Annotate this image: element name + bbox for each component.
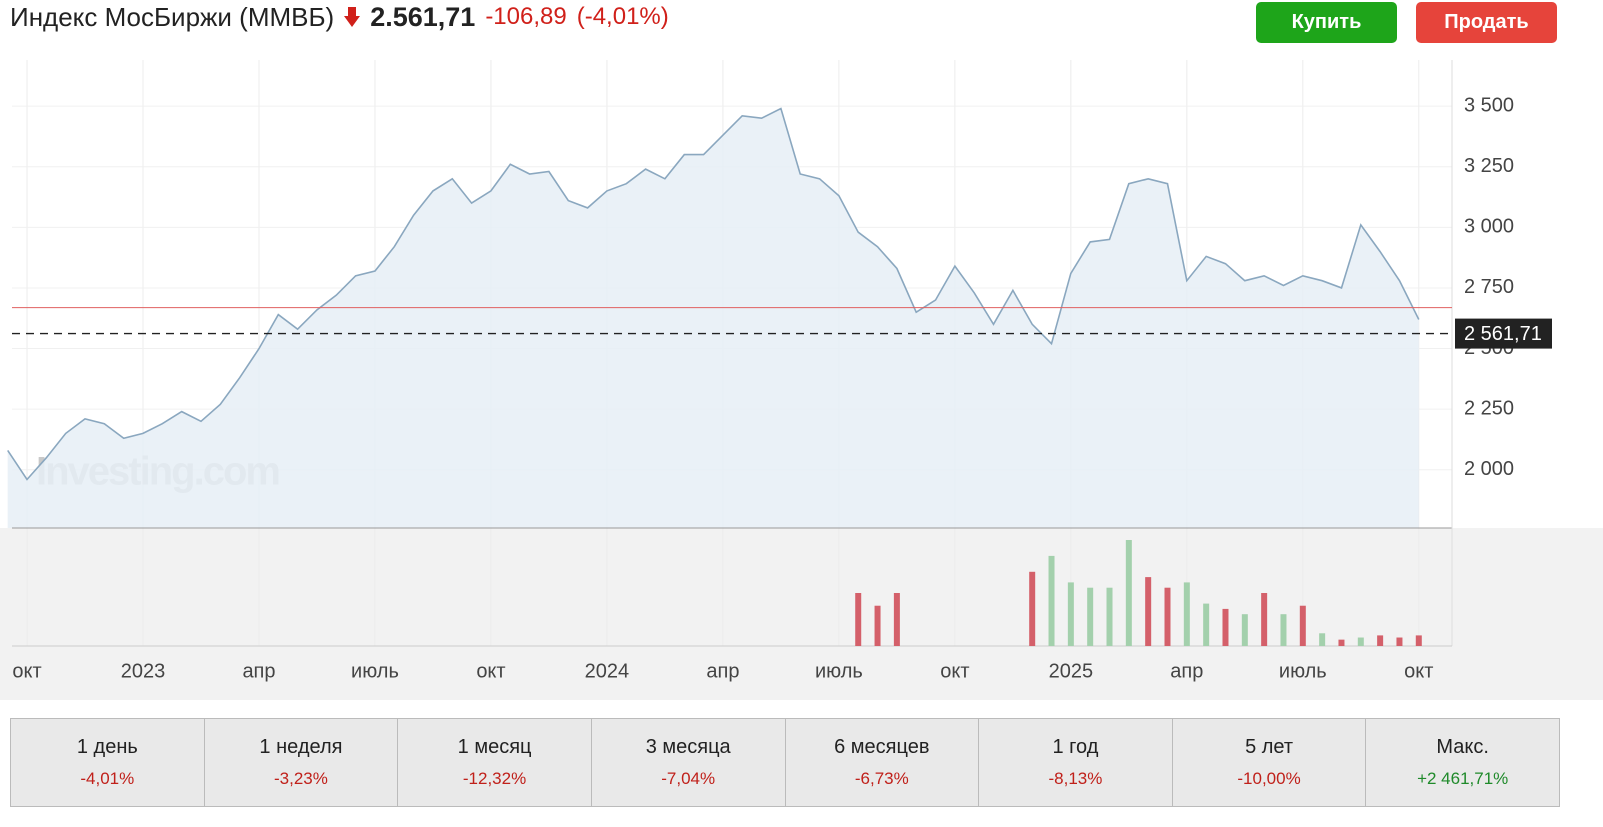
performance-cell[interactable]: 6 месяцев -6,73% bbox=[786, 719, 980, 806]
period-change: -10,00% bbox=[1237, 769, 1301, 788]
y-tick-label: 2 000 bbox=[1464, 458, 1514, 480]
volume-bar bbox=[1164, 587, 1171, 646]
y-tick-label: 3 000 bbox=[1464, 216, 1514, 238]
volume-bar bbox=[1415, 635, 1422, 646]
performance-cell[interactable]: 1 год -8,13% bbox=[979, 719, 1173, 806]
x-tick-label: июль bbox=[351, 660, 399, 682]
volume-bar bbox=[1299, 605, 1306, 646]
period: 3 месяца bbox=[645, 736, 731, 758]
performance-table: 1 день -4,01% 1 неделя -3,23% 1 месяц -12,32%… bbox=[10, 718, 1560, 807]
performance-cell[interactable]: 5 лет -10,00% bbox=[1173, 719, 1367, 806]
volume-bar bbox=[1145, 577, 1152, 646]
x-tick-label: июль bbox=[815, 660, 863, 682]
y-tick-label: 3 250 bbox=[1464, 155, 1514, 177]
period-change: -6,73% bbox=[854, 769, 909, 788]
period: 5 лет bbox=[1245, 736, 1294, 758]
volume-bar bbox=[1203, 603, 1210, 646]
period-change: +2 461,71% bbox=[1417, 769, 1509, 788]
period: 1 месяц bbox=[457, 736, 532, 758]
period: Макс. bbox=[1436, 736, 1489, 758]
volume-bar bbox=[1357, 637, 1364, 646]
x-tick-label: июль bbox=[1279, 660, 1327, 682]
x-tick-label: 2025 bbox=[1049, 660, 1094, 682]
last-value-tag bbox=[1455, 318, 1552, 349]
volume-bar bbox=[1183, 582, 1190, 646]
change: -106,89 bbox=[485, 3, 567, 30]
volume-bar bbox=[1048, 555, 1055, 646]
performance-cell[interactable]: 1 месяц -12,32% bbox=[398, 719, 592, 806]
performance-cell[interactable]: Макс. +2 461,71% bbox=[1366, 719, 1559, 806]
x-tick-label: 2024 bbox=[585, 660, 630, 682]
period: 6 месяцев bbox=[834, 736, 930, 758]
volume-bar bbox=[893, 593, 900, 646]
x-tick-label: окт bbox=[12, 660, 41, 682]
volume-bar bbox=[1338, 639, 1345, 646]
volume-bar bbox=[1029, 571, 1036, 646]
period-change: -8,13% bbox=[1048, 769, 1103, 788]
x-tick-label: 2023 bbox=[121, 660, 166, 682]
y-tick-label: 3 500 bbox=[1464, 94, 1514, 116]
volume-bar bbox=[1125, 540, 1132, 646]
area bbox=[7, 108, 1419, 528]
volume-bar bbox=[1396, 637, 1403, 646]
index-title: Индекс МосБиржи (ММВБ) bbox=[10, 1, 335, 32]
x-tick-label: апр bbox=[706, 660, 739, 682]
volume-bar bbox=[1377, 635, 1384, 646]
performance-cell[interactable]: 1 неделя -3,23% bbox=[205, 719, 399, 806]
performance-cell[interactable]: 3 месяца -7,04% bbox=[592, 719, 786, 806]
period: 1 день bbox=[76, 736, 138, 758]
x-tick-label: окт bbox=[476, 660, 505, 682]
volume-bar bbox=[874, 605, 881, 646]
volume-bar bbox=[855, 593, 862, 646]
y-tick-label: 2 750 bbox=[1464, 276, 1514, 298]
change-pct: (-4,01%) bbox=[576, 3, 669, 30]
performance-cell[interactable]: 1 день -4,01% bbox=[11, 719, 205, 806]
volume-bar bbox=[1106, 587, 1113, 646]
volume-bar bbox=[1222, 608, 1229, 646]
volume-bar bbox=[1261, 593, 1268, 646]
down-arrow bbox=[344, 7, 361, 27]
x-tick-label: апр bbox=[242, 660, 275, 682]
volume-bar bbox=[1241, 614, 1248, 646]
last-value-label: 2 561,71 bbox=[1464, 323, 1542, 345]
period-change: -12,32% bbox=[462, 769, 527, 788]
y-tick-label: 2 250 bbox=[1464, 397, 1514, 419]
x-tick-label: окт bbox=[1404, 660, 1433, 682]
x-tick-label: апр bbox=[1170, 660, 1203, 682]
period-change: -7,04% bbox=[661, 769, 716, 788]
volume-bar bbox=[1087, 587, 1094, 646]
period-change: -4,01% bbox=[80, 769, 135, 788]
period: 1 неделя bbox=[259, 736, 343, 758]
period-change: -3,23% bbox=[274, 769, 328, 788]
volume-background bbox=[0, 528, 1603, 700]
x-tick-label: окт bbox=[940, 660, 969, 682]
volume-bar bbox=[1280, 614, 1287, 646]
volume-bar bbox=[1319, 633, 1326, 646]
sell-button[interactable]: Продать bbox=[1416, 2, 1557, 43]
buy-button[interactable]: Купить bbox=[1256, 2, 1397, 43]
period: 1 год bbox=[1052, 736, 1099, 758]
header: Индекс МосБиржи (ММВБ) 2.561,71 -106,89 … bbox=[10, 0, 669, 34]
price: 2.561,71 bbox=[370, 1, 476, 32]
volume-bar bbox=[1067, 582, 1074, 646]
price-line bbox=[7, 107, 1420, 481]
